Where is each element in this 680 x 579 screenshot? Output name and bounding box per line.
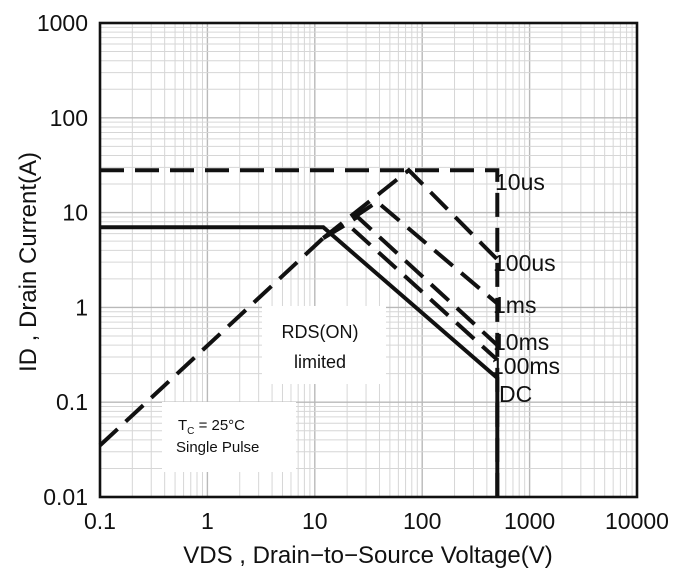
rds-annotation-line2: limited	[294, 352, 346, 372]
rds-annotation: RDS(ON) limited	[262, 306, 386, 384]
y-tick-label: 0.1	[56, 389, 88, 415]
x-tick-label: 1000	[504, 508, 555, 534]
curve-label-dc: DC	[499, 381, 532, 407]
y-axis-title: ID , Drain Current(A)	[15, 152, 42, 372]
curve-label-1ms: 1ms	[493, 292, 536, 318]
y-tick-label: 1000	[37, 10, 88, 36]
x-tick-label: 0.1	[84, 508, 116, 534]
x-axis-title: VDS , Drain−to−Source Voltage(V)	[183, 542, 553, 569]
curve-label-10us: 10us	[495, 169, 545, 195]
rds-annotation-line1: RDS(ON)	[282, 322, 359, 342]
curve-label-10ms: 10ms	[493, 329, 549, 355]
x-tick-label: 1	[201, 508, 214, 534]
y-tick-label: 0.01	[43, 484, 88, 510]
x-tick-label: 10000	[605, 508, 669, 534]
x-tick-label: 100	[403, 508, 441, 534]
y-tick-label: 1	[75, 294, 88, 320]
curve-label-100ms: 100ms	[491, 353, 560, 379]
curve-label-100us: 100us	[493, 250, 556, 276]
pulse-label: Single Pulse	[176, 439, 259, 456]
x-tick-label: 10	[302, 508, 328, 534]
conditions-annotation: TC = 25°C Single Pulse	[162, 402, 296, 472]
y-tick-label: 10	[62, 200, 88, 226]
y-tick-label: 100	[50, 105, 88, 131]
